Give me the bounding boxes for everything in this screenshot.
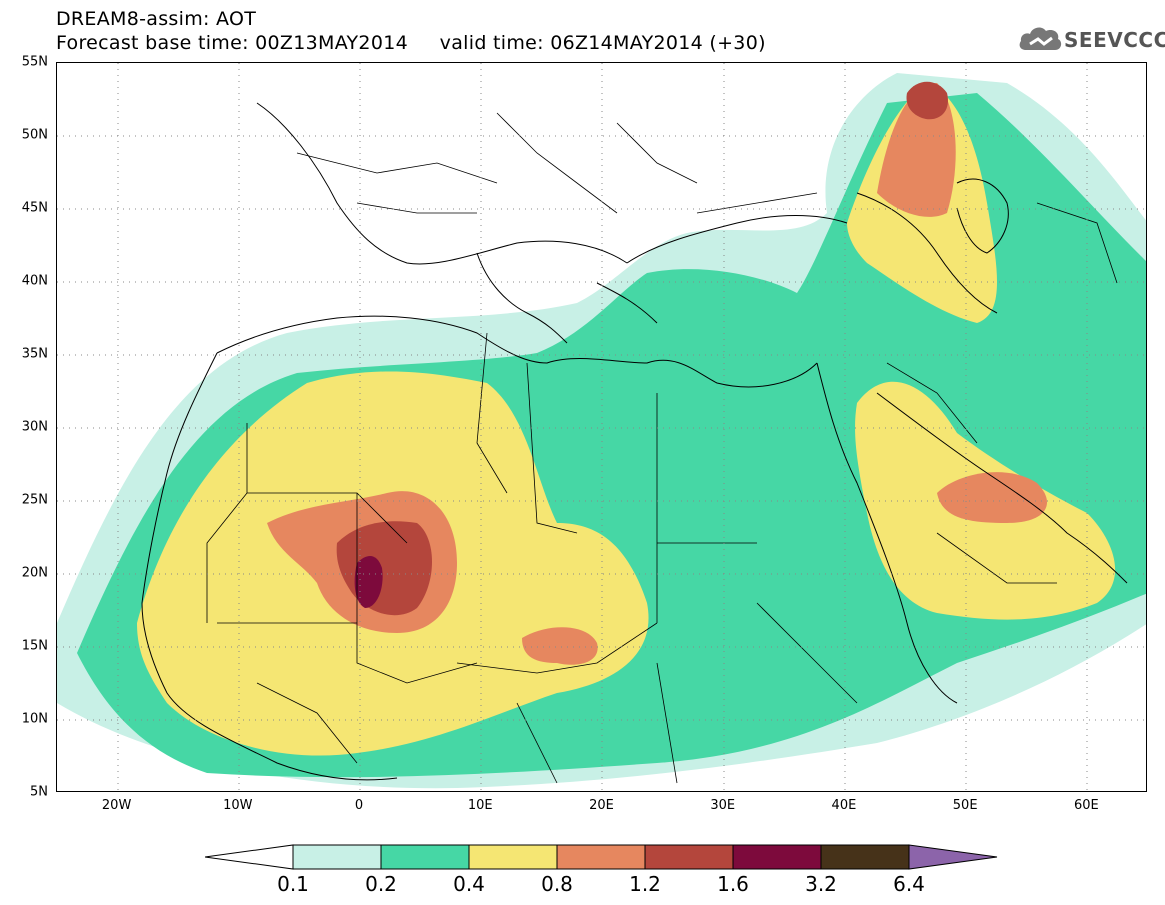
colorbar-over <box>908 844 998 870</box>
aot-band-1.2-north <box>906 81 948 120</box>
lon-tick-label: 50E <box>952 798 978 813</box>
aot-band-0.8-gulf <box>937 472 1047 523</box>
colorbar-label: 3.2 <box>805 872 837 896</box>
colorbar-segment <box>556 844 646 870</box>
lat-tick-label: 10N <box>21 711 48 727</box>
cloud-icon <box>1019 27 1062 50</box>
colorbar-segment <box>292 844 382 870</box>
colorbar-segment <box>820 844 910 870</box>
forecast-times: Forecast base time: 00Z13MAY2014 valid t… <box>56 32 766 54</box>
lat-tick-label: 30N <box>21 419 48 435</box>
lat-tick-label: 20N <box>21 565 48 581</box>
lat-tick-label: 5N <box>30 784 48 800</box>
lon-tick-label: 40E <box>831 798 857 813</box>
colorbar-segment <box>380 844 470 870</box>
seevccc-logo: SEEVCCC <box>1018 22 1165 58</box>
lat-tick-label: 40N <box>21 273 48 289</box>
aot-band-1.6 <box>354 556 383 608</box>
colorbar-label: 0.8 <box>541 872 573 896</box>
colorbar-label: 6.4 <box>893 872 925 896</box>
lon-tick-label: 20E <box>589 798 614 813</box>
lon-tick-label: 60E <box>1073 798 1099 813</box>
lat-tick-label: 45N <box>21 200 48 216</box>
colorbar-segment <box>644 844 734 870</box>
lat-tick-label: 15N <box>21 638 48 654</box>
map-plot <box>57 63 1146 791</box>
lon-tick-label: 0 <box>354 798 364 813</box>
colorbar <box>205 844 998 870</box>
colorbar-label: 0.4 <box>453 872 485 896</box>
lat-tick-label: 50N <box>21 127 48 143</box>
lon-tick-label: 10W <box>223 798 253 813</box>
lon-tick-label: 30E <box>710 798 736 813</box>
lat-tick-label: 55N <box>21 54 48 70</box>
lon-tick-label: 10E <box>467 798 493 813</box>
colorbar-label: 0.2 <box>365 872 397 896</box>
colorbar-under <box>205 844 294 870</box>
aot-band-0.8-c <box>522 627 598 665</box>
logo-text: SEEVCCC <box>1064 28 1165 52</box>
colorbar-label: 0.1 <box>277 872 309 896</box>
lat-tick-label: 25N <box>21 492 48 508</box>
colorbar-label: 1.6 <box>717 872 749 896</box>
map-title: DREAM8-assim: AOT <box>56 8 257 30</box>
colorbar-label: 1.2 <box>629 872 661 896</box>
lat-tick-label: 35N <box>21 346 48 362</box>
country-borders <box>206 112 1118 784</box>
map-area <box>56 62 1147 792</box>
coastlines <box>141 102 1128 781</box>
lon-tick-label: 20W <box>101 798 132 813</box>
colorbar-segment <box>468 844 558 870</box>
colorbar-segment <box>732 844 822 870</box>
